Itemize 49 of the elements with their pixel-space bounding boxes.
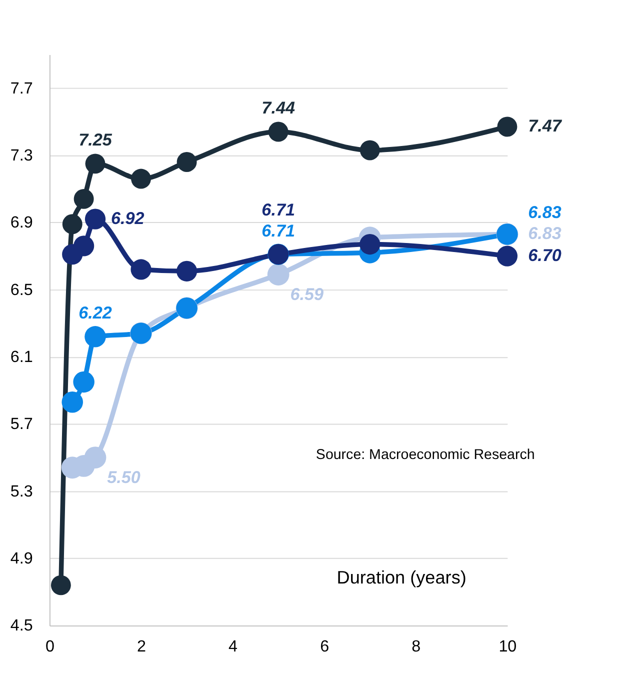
data-label: 7.47 [528,116,563,136]
x-tick-label: 4 [228,638,238,656]
data-label: 6.71 [262,200,295,220]
annotation: Source: Macroeconomic Research [316,446,535,463]
point [360,140,380,160]
data-label: 6.70 [528,246,562,265]
data-label: 6.92 [110,208,145,228]
y-tick-label: 7.7 [10,79,33,98]
data-label: 5.50 [107,468,141,488]
y-tick-label: 5.7 [10,415,33,434]
point [496,246,518,266]
point [176,260,198,282]
data-label: 7.44 [262,98,296,118]
point [74,188,94,209]
x-tick-label: 8 [412,638,421,656]
data-label: 6.59 [290,285,324,304]
point [130,259,152,280]
point [497,116,518,137]
data-label: 6.71 [262,221,295,240]
point [84,326,106,348]
point [50,575,71,596]
data-label: 7.25 [78,130,112,150]
point [84,446,106,468]
point [267,264,290,286]
point [176,152,197,172]
y-tick-label: 4.9 [10,550,33,568]
x-axis-title: Duration (years) [336,568,466,588]
point [360,234,380,255]
y-tick-label: 6.5 [10,280,33,299]
point [62,214,82,234]
y-tick-label: 6.9 [10,214,33,232]
data-label: 6.83 [528,224,562,243]
data-label: 6.22 [78,304,112,323]
x-tick-label: 10 [498,638,517,656]
x-tick-label: 6 [320,638,330,656]
y-tick-label: 7.3 [10,146,33,165]
point [62,392,84,413]
point [131,168,152,189]
y-tick-label: 5.3 [10,482,33,500]
x-tick-label: 0 [45,638,54,656]
point [85,154,106,174]
x-tick-label: 2 [137,638,146,656]
point [73,236,94,256]
point [73,371,94,393]
point [268,122,288,142]
y-tick-label: 6.1 [10,348,33,366]
y-tick-label: 4.5 [10,616,33,635]
point [84,208,106,230]
data-label: 6.83 [528,203,562,222]
